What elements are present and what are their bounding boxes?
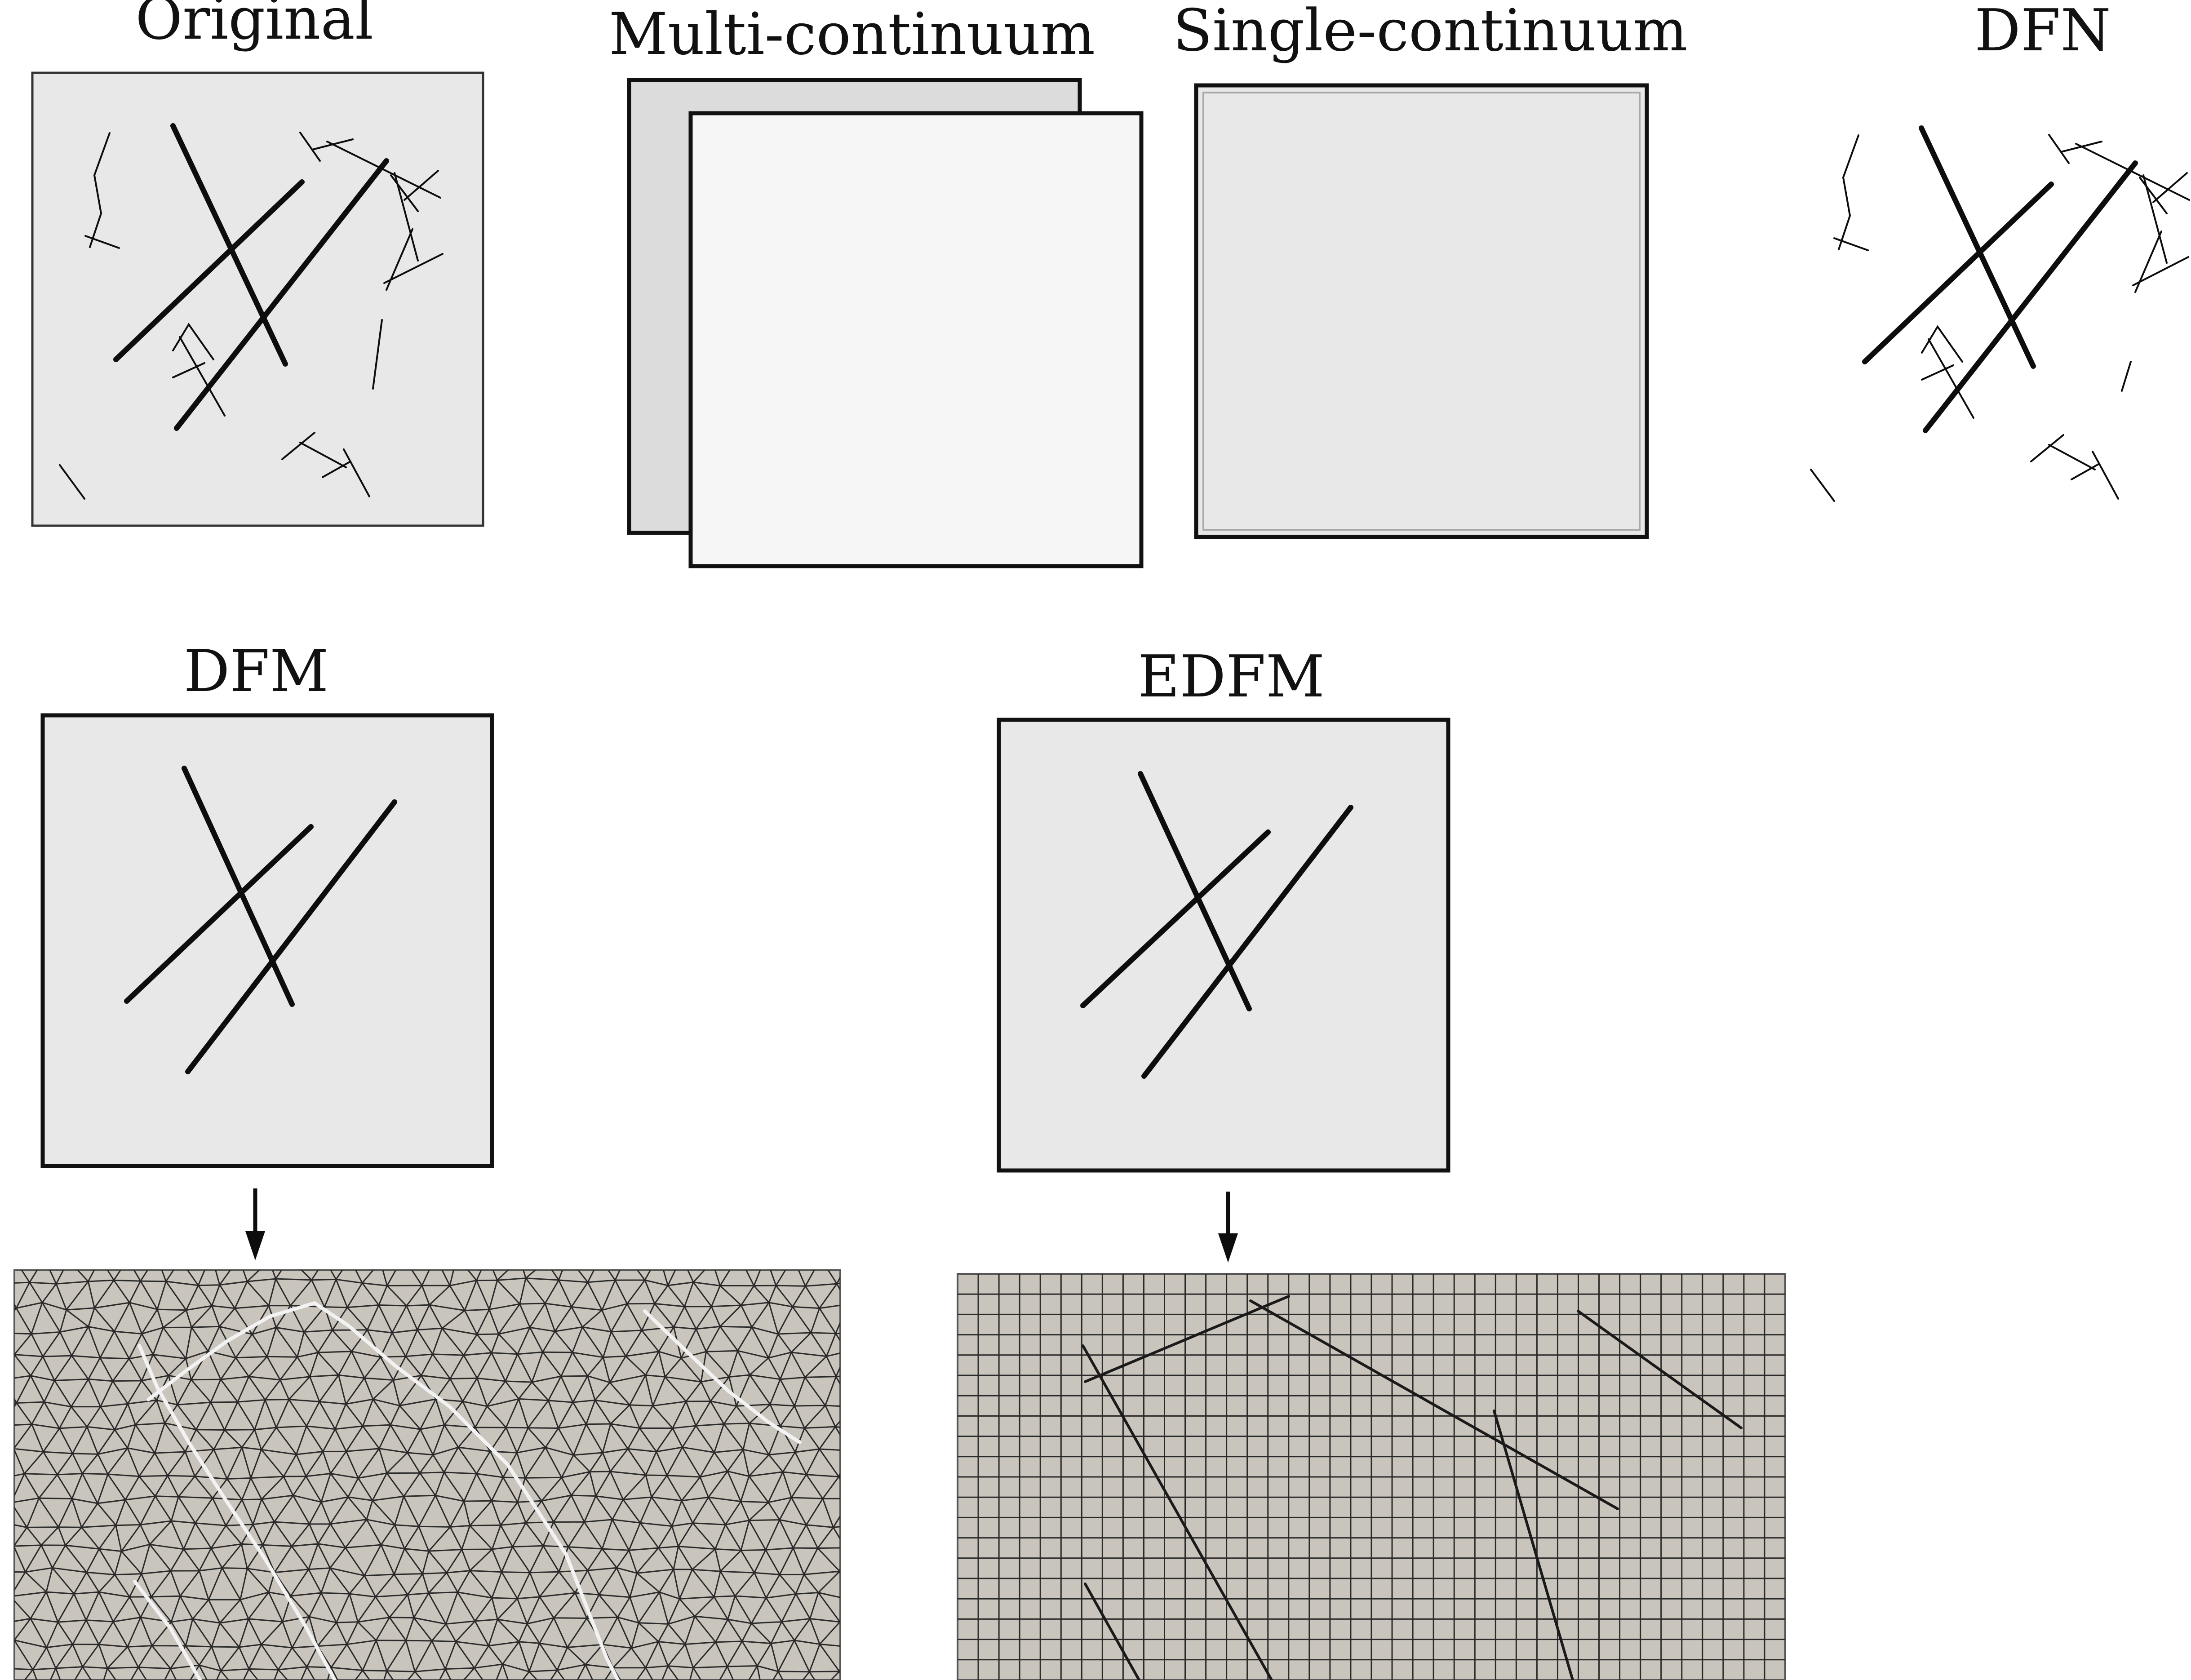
original-major-fractures xyxy=(113,123,389,431)
minor-fracture xyxy=(390,174,419,212)
edfm-down-arrow xyxy=(1218,1192,1238,1263)
minor-fracture xyxy=(1921,325,1963,363)
minor-fracture xyxy=(2142,174,2168,264)
single-continuum-title: Single-continuum xyxy=(1173,0,1687,64)
minor-fracture xyxy=(89,132,111,248)
dfm-mesh-panel xyxy=(13,1269,841,1680)
dfm-matrix-box xyxy=(40,713,494,1168)
fracture-segment xyxy=(1577,1310,1743,1429)
edfm-mesh-panel xyxy=(957,1273,1786,1680)
minor-fracture xyxy=(299,132,321,162)
minor-fracture xyxy=(1838,134,1859,250)
edfm-cartesian-mesh xyxy=(958,1274,1785,1680)
dfn-minor-fractures xyxy=(1810,134,2190,502)
edfm-mesh-fractures xyxy=(1082,1295,1743,1680)
minor-fracture xyxy=(2030,434,2064,462)
minor-fracture xyxy=(59,464,85,500)
major-fracture xyxy=(1080,829,1271,1008)
multi-continuum-title: Multi-continuum xyxy=(609,1,1095,68)
fracture-edge xyxy=(146,1301,620,1680)
minor-fracture xyxy=(322,461,351,478)
dfm-down-arrow xyxy=(245,1188,265,1260)
minor-fracture xyxy=(172,362,205,378)
minor-fracture xyxy=(343,448,370,497)
major-fracture xyxy=(124,824,314,1004)
fracture-edge xyxy=(137,1344,337,1680)
dfn-panel xyxy=(1810,125,2190,502)
dfn-title: DFN xyxy=(1974,0,2111,64)
major-fracture xyxy=(182,766,295,1007)
edfm-matrix-box xyxy=(997,718,1450,1173)
minor-fracture xyxy=(1928,338,1974,419)
fracture-edge xyxy=(133,1580,202,1680)
edfm-fractures xyxy=(1080,771,1353,1079)
minor-fracture xyxy=(2071,463,2100,480)
minor-fracture xyxy=(2048,444,2096,470)
dfm-panel xyxy=(40,713,494,1168)
fracture-segment xyxy=(1082,1344,1273,1680)
minor-fracture xyxy=(179,336,226,417)
fracture-edge xyxy=(643,1309,802,1444)
minor-fracture xyxy=(281,432,315,460)
single-continuum-box xyxy=(1194,83,1649,539)
minor-fracture xyxy=(2092,451,2119,500)
minor-fracture xyxy=(1921,364,1954,381)
minor-fracture xyxy=(84,235,120,249)
minor-fracture xyxy=(2048,134,2070,164)
fracture-segment xyxy=(1084,1582,1140,1680)
minor-fracture xyxy=(1833,237,1869,251)
major-fracture xyxy=(1919,125,2036,369)
fracture-segment xyxy=(1249,1299,1619,1510)
dfm-mesh-fractures xyxy=(133,1301,802,1680)
minor-fracture xyxy=(326,141,441,199)
dfm-triangular-mesh xyxy=(14,1270,840,1680)
original-minor-fractures xyxy=(59,132,444,500)
single-continuum-panel xyxy=(1194,83,1649,539)
edfm-panel xyxy=(997,718,1450,1173)
minor-fracture xyxy=(299,442,347,468)
minor-fracture xyxy=(2152,172,2188,203)
major-fracture xyxy=(174,158,389,431)
major-fracture xyxy=(1138,771,1252,1011)
major-fracture xyxy=(1862,182,2054,364)
minor-fracture xyxy=(404,170,439,201)
major-fracture xyxy=(1141,805,1353,1079)
dfm-mesh-background xyxy=(13,1269,841,1680)
major-fracture xyxy=(170,123,288,367)
front-continuum-box xyxy=(688,111,1144,568)
minor-fracture xyxy=(394,172,419,262)
dfm-fractures xyxy=(124,766,397,1074)
minor-fracture xyxy=(1810,469,1835,502)
minor-fracture xyxy=(372,319,383,390)
dfm-title: DFM xyxy=(184,638,329,705)
major-fracture xyxy=(113,179,305,362)
minor-fracture xyxy=(2121,361,2132,392)
original-panel xyxy=(31,71,484,527)
major-fracture xyxy=(1923,160,2138,433)
minor-fracture xyxy=(2139,177,2168,214)
edfm-title: EDFM xyxy=(1138,643,1325,710)
triangle-edges xyxy=(14,1270,840,1680)
major-fracture xyxy=(185,799,397,1074)
minor-fracture xyxy=(2075,143,2190,201)
dfn-major-fractures xyxy=(1862,125,2138,433)
minor-fracture xyxy=(172,323,214,360)
minor-fracture xyxy=(2132,256,2189,286)
minor-fracture xyxy=(383,253,444,284)
original-title: Original xyxy=(135,0,373,53)
fracture-segment xyxy=(1084,1295,1290,1383)
single-continuum-inner-edge xyxy=(1202,92,1641,531)
multi-continuum-panel xyxy=(627,78,1144,568)
fracture-segment xyxy=(1493,1410,1574,1680)
